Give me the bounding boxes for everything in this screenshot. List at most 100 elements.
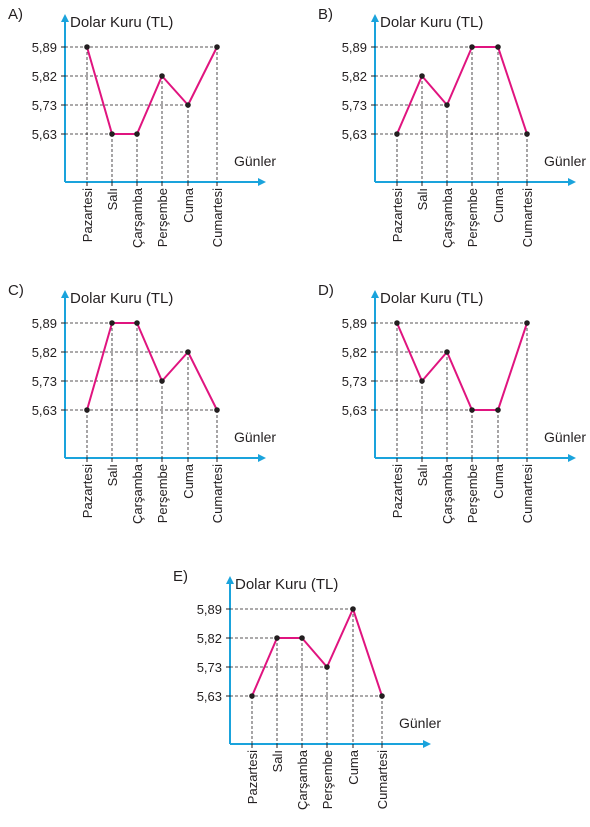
y-axis-arrow	[61, 14, 69, 22]
data-point	[299, 635, 305, 641]
x-axis-label: Günler	[544, 153, 586, 169]
x-tick-label: Cuma	[491, 187, 506, 222]
chart-option-c: C) Dolar Kuru (TL) Günler 5,63 5,73 5,82 5,8…	[8, 282, 276, 532]
data-point	[109, 131, 115, 137]
y-axis-arrow	[371, 14, 379, 22]
x-tick-label: Çarşamba	[295, 749, 310, 810]
data-point	[134, 131, 140, 137]
data-point	[394, 320, 400, 326]
x-tick-label: Salı	[105, 188, 120, 210]
data-point	[444, 349, 450, 355]
x-axis-label: Günler	[234, 153, 276, 169]
chart-title: Dolar Kuru (TL)	[70, 290, 174, 307]
chart-title: Dolar Kuru (TL)	[380, 290, 484, 307]
data-point	[444, 102, 450, 108]
data-point	[159, 73, 165, 79]
y-tick-label: 5,73	[32, 374, 57, 389]
x-tick-label: Salı	[270, 750, 285, 772]
data-point	[419, 378, 425, 384]
y-axis-arrow	[371, 290, 379, 298]
x-tick-label: Cuma	[346, 749, 361, 784]
data-point	[495, 407, 501, 413]
x-tick-label: Pazartesi	[245, 750, 260, 804]
data-point	[249, 693, 255, 699]
data-point	[109, 320, 115, 326]
data-point	[214, 44, 220, 50]
x-tick-label: Cumartesi	[375, 750, 390, 809]
y-tick-label: 5,63	[197, 689, 222, 704]
data-point	[495, 44, 501, 50]
y-tick-label: 5,89	[342, 316, 367, 331]
x-tick-label: Perşembe	[155, 188, 170, 247]
y-tick-label: 5,63	[342, 127, 367, 142]
x-tick-label: Cumartesi	[520, 188, 535, 247]
y-tick-label: 5,63	[32, 127, 57, 142]
data-point	[350, 606, 356, 612]
x-tick-label: Cuma	[181, 463, 196, 498]
data-series-line	[396, 46, 528, 135]
x-tick-label: Cumartesi	[520, 464, 535, 523]
data-point	[185, 102, 191, 108]
option-label: A)	[8, 6, 23, 23]
option-label: C)	[8, 282, 24, 299]
x-tick-label: Salı	[415, 464, 430, 486]
x-tick-label: Cuma	[491, 463, 506, 498]
y-tick-label: 5,82	[197, 631, 222, 646]
x-axis-label: Günler	[544, 429, 586, 445]
data-point	[159, 378, 165, 384]
x-axis-arrow	[423, 740, 431, 748]
data-point	[84, 407, 90, 413]
y-tick-label: 5,89	[32, 40, 57, 55]
data-point	[394, 131, 400, 137]
y-tick-label: 5,82	[32, 345, 57, 360]
x-tick-label: Pazartesi	[80, 188, 95, 242]
y-tick-label: 5,89	[197, 602, 222, 617]
data-point	[524, 131, 530, 137]
x-tick-label: Cuma	[181, 187, 196, 222]
data-series-line	[396, 322, 528, 411]
data-point	[84, 44, 90, 50]
data-series-line	[86, 322, 218, 411]
line-chart: Günler 5,63 5,73 5,82 5,89 Pazartesi Salı Çarşa…	[32, 14, 276, 248]
data-point	[419, 73, 425, 79]
x-axis-label: Günler	[399, 715, 441, 731]
y-tick-label: 5,73	[197, 660, 222, 675]
x-tick-label: Çarşamba	[440, 187, 455, 248]
chart-option-a: A) Dolar Kuru (TL) Günler 5,63 5,73 5,82 5,8…	[8, 6, 276, 256]
x-tick-label: Perşembe	[465, 464, 480, 523]
x-tick-label: Salı	[415, 188, 430, 210]
x-axis-label: Günler	[234, 429, 276, 445]
option-label: D)	[318, 282, 334, 299]
y-tick-label: 5,89	[342, 40, 367, 55]
x-tick-label: Cumartesi	[210, 464, 225, 523]
line-chart: Günler 5,63 5,73 5,82 5,89 Pazartesi Salı Çarşa…	[197, 576, 441, 810]
chart-title: Dolar Kuru (TL)	[70, 14, 174, 31]
chart-option-d: D) Dolar Kuru (TL) Günler 5,63 5,73 5,82 5,8…	[318, 282, 586, 532]
x-tick-label: Çarşamba	[440, 463, 455, 524]
y-axis-arrow	[61, 290, 69, 298]
line-chart: Günler 5,63 5,73 5,82 5,89 Pazartesi Salı Çarşa…	[32, 290, 276, 524]
chart-option-b: B) Dolar Kuru (TL) Günler 5,63 5,73 5,82 5,8…	[318, 6, 586, 256]
chart-title: Dolar Kuru (TL)	[380, 14, 484, 31]
x-tick-label: Salı	[105, 464, 120, 486]
data-point	[469, 44, 475, 50]
x-axis-arrow	[258, 454, 266, 462]
data-point	[469, 407, 475, 413]
y-tick-label: 5,73	[32, 98, 57, 113]
chart-option-e: E) Dolar Kuru (TL) Günler 5,63 5,73 5,82 5,8…	[173, 568, 441, 818]
x-tick-label: Perşembe	[155, 464, 170, 523]
y-tick-label: 5,63	[32, 403, 57, 418]
data-series-line	[86, 46, 218, 135]
y-tick-label: 5,73	[342, 374, 367, 389]
x-tick-label: Perşembe	[465, 188, 480, 247]
y-tick-label: 5,82	[342, 69, 367, 84]
data-point	[524, 320, 530, 326]
data-point	[185, 349, 191, 355]
x-axis-arrow	[258, 178, 266, 186]
x-axis-arrow	[568, 454, 576, 462]
data-point	[134, 320, 140, 326]
y-tick-label: 5,89	[32, 316, 57, 331]
option-label: B)	[318, 6, 333, 23]
y-tick-label: 5,82	[32, 69, 57, 84]
x-axis-arrow	[568, 178, 576, 186]
